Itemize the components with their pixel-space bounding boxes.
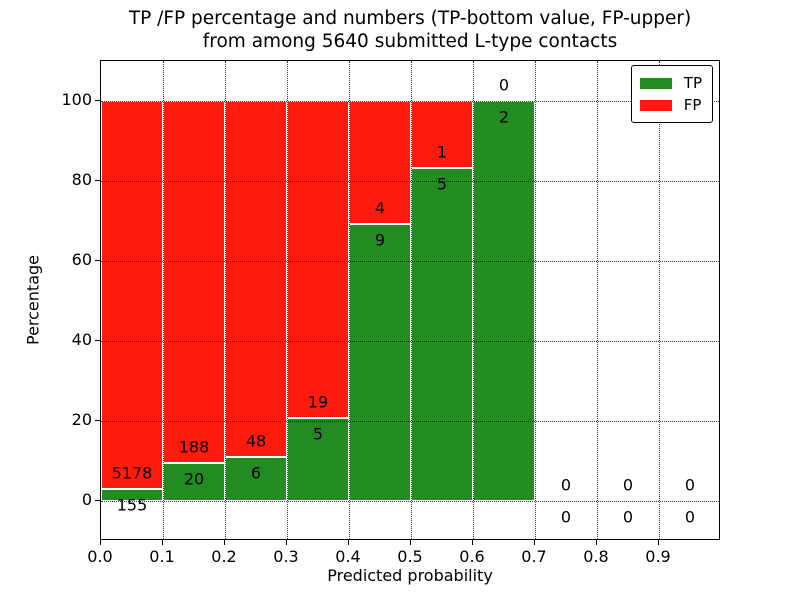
bars-layer xyxy=(101,61,719,539)
y-tick-label: 40 xyxy=(71,330,92,349)
fp-count-label: 188 xyxy=(178,437,210,457)
fp-count-label: 0 xyxy=(498,75,510,95)
y-tickmark xyxy=(95,260,100,261)
tp-count-label: 0 xyxy=(684,507,696,527)
x-gridline xyxy=(659,61,660,539)
plot-area: 5178 155 188 20 48 6 19 5 4 9 1 5 0 2 0 0 0 0 0 0 TP FP xyxy=(100,60,720,540)
x-tick-label: 0.1 xyxy=(149,547,175,566)
tp-count-label: 5 xyxy=(436,174,448,194)
y-tickmark xyxy=(95,340,100,341)
chart-title: TP /FP percentage and numbers (TP-bottom… xyxy=(100,7,720,53)
tp-count-label: 9 xyxy=(374,230,386,250)
x-gridline xyxy=(225,61,226,539)
fp-bar-segment xyxy=(101,101,163,490)
x-tickmark xyxy=(410,540,411,545)
y-tick-label: 60 xyxy=(71,250,92,269)
fp-count-label: 48 xyxy=(245,431,267,451)
x-tick-label: 0.4 xyxy=(335,547,361,566)
fp-legend-swatch xyxy=(639,99,672,111)
x-tick-label: 0.3 xyxy=(273,547,299,566)
x-axis-label: Predicted probability xyxy=(327,566,493,585)
y-tick-label: 100 xyxy=(61,90,92,109)
tp-bar-segment xyxy=(287,417,349,501)
fp-bar-segment xyxy=(287,101,349,418)
chart-title-line1: TP /FP percentage and numbers (TP-bottom… xyxy=(128,8,692,29)
annotations-layer: 5178 155 188 20 48 6 19 5 4 9 1 5 0 2 0 0 0 0 0 0 xyxy=(101,61,719,539)
x-gridline xyxy=(163,61,164,539)
fp-bar-segment xyxy=(163,101,225,463)
y-gridline xyxy=(101,181,719,182)
x-tick-label: 0.5 xyxy=(397,547,423,566)
tp-count-label: 2 xyxy=(498,107,510,127)
x-tickmark xyxy=(472,540,473,545)
y-tick-label: 20 xyxy=(71,410,92,429)
fp-count-label: 0 xyxy=(684,475,696,495)
x-tick-label: 0.0 xyxy=(87,547,113,566)
x-tickmark xyxy=(534,540,535,545)
y-tick-label: 0 xyxy=(81,490,92,509)
x-tickmark xyxy=(224,540,225,545)
x-tickmark xyxy=(658,540,659,545)
x-tick-label: 0.2 xyxy=(211,547,237,566)
y-gridline xyxy=(101,101,719,102)
legend-item-tp: TP xyxy=(639,72,702,94)
chart-title-line2: from among 5640 submitted L-type contact… xyxy=(202,31,618,52)
fp-bar-segment xyxy=(411,101,473,168)
x-tickmark xyxy=(348,540,349,545)
fp-count-label: 19 xyxy=(307,392,329,412)
fp-bar-segment xyxy=(349,101,411,225)
tp-bar-segment xyxy=(101,489,163,501)
y-gridline xyxy=(101,421,719,422)
y-tickmark xyxy=(95,420,100,421)
grid-layer xyxy=(101,61,719,539)
tp-count-label: 20 xyxy=(183,469,205,489)
y-gridline xyxy=(101,501,719,502)
y-gridline xyxy=(101,261,719,262)
x-tick-label: 0.6 xyxy=(459,547,485,566)
tp-count-label: 155 xyxy=(116,495,148,515)
tp-bar-segment xyxy=(225,456,287,501)
y-tickmark xyxy=(95,500,100,501)
x-tick-label: 0.7 xyxy=(521,547,547,566)
legend-label-tp: TP xyxy=(683,73,702,92)
fp-count-label: 1 xyxy=(436,142,448,162)
x-tickmark xyxy=(286,540,287,545)
x-tick-label: 0.9 xyxy=(645,547,671,566)
tp-count-label: 0 xyxy=(622,507,634,527)
tp-count-label: 6 xyxy=(250,463,262,483)
x-tickmark xyxy=(100,540,101,545)
x-tickmark xyxy=(162,540,163,545)
x-gridline xyxy=(287,61,288,539)
x-gridline xyxy=(473,61,474,539)
fp-count-label: 4 xyxy=(374,198,386,218)
tp-legend-swatch xyxy=(639,77,672,89)
x-tickmark xyxy=(596,540,597,545)
x-tick-label: 0.8 xyxy=(583,547,609,566)
y-axis-label: Percentage xyxy=(23,254,43,346)
x-gridline xyxy=(597,61,598,539)
fp-count-label: 0 xyxy=(622,475,634,495)
legend-label-fp: FP xyxy=(683,95,702,114)
y-tickmark xyxy=(95,100,100,101)
y-gridline xyxy=(101,341,719,342)
tp-count-label: 0 xyxy=(560,507,572,527)
x-gridline xyxy=(349,61,350,539)
y-tickmark xyxy=(95,180,100,181)
x-gridline xyxy=(535,61,536,539)
tp-bar-segment xyxy=(349,224,411,501)
legend-item-fp: FP xyxy=(639,94,702,116)
x-gridline xyxy=(411,61,412,539)
fp-count-label: 5178 xyxy=(111,463,153,483)
legend: TP FP xyxy=(630,65,713,123)
y-tick-label: 80 xyxy=(71,170,92,189)
tp-count-label: 5 xyxy=(312,424,324,444)
fp-count-label: 0 xyxy=(560,475,572,495)
